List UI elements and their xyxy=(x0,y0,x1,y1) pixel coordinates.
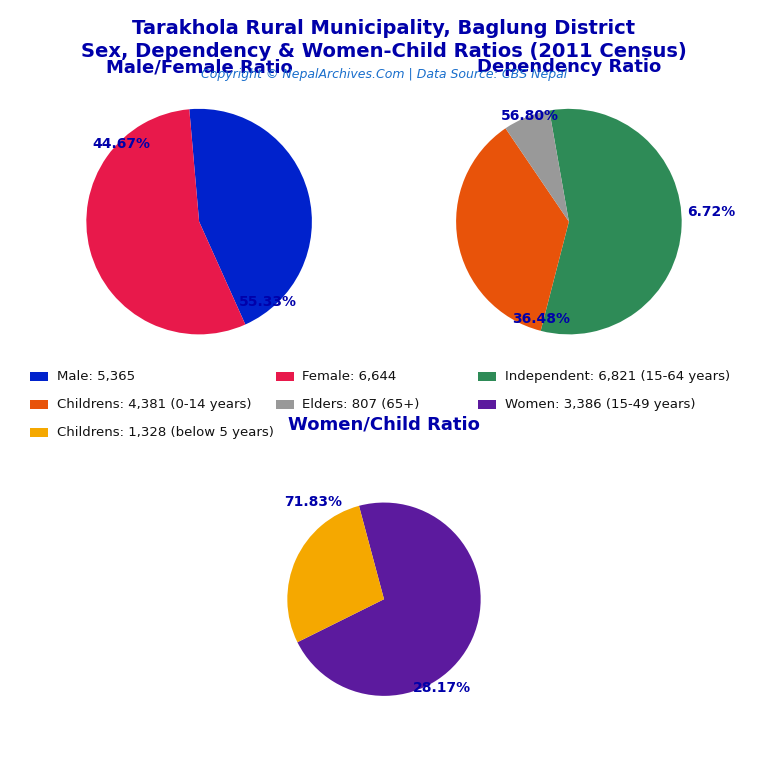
Text: Independent: 6,821 (15-64 years): Independent: 6,821 (15-64 years) xyxy=(505,369,730,382)
FancyBboxPatch shape xyxy=(276,399,294,409)
Text: 6.72%: 6.72% xyxy=(687,205,736,219)
Title: Male/Female Ratio: Male/Female Ratio xyxy=(106,58,293,76)
Text: 71.83%: 71.83% xyxy=(284,495,342,509)
Title: Women/Child Ratio: Women/Child Ratio xyxy=(288,415,480,434)
Text: Male: 5,365: Male: 5,365 xyxy=(57,369,135,382)
Wedge shape xyxy=(456,128,569,331)
Wedge shape xyxy=(505,111,569,222)
Wedge shape xyxy=(297,502,481,696)
Text: 44.67%: 44.67% xyxy=(92,137,150,151)
FancyBboxPatch shape xyxy=(30,399,48,409)
Text: Women: 3,386 (15-49 years): Women: 3,386 (15-49 years) xyxy=(505,398,695,411)
Text: 56.80%: 56.80% xyxy=(501,109,558,123)
Text: 28.17%: 28.17% xyxy=(413,681,471,695)
Text: Elders: 807 (65+): Elders: 807 (65+) xyxy=(303,398,420,411)
Text: Copyright © NepalArchives.Com | Data Source: CBS Nepal: Copyright © NepalArchives.Com | Data Sou… xyxy=(201,68,567,81)
FancyBboxPatch shape xyxy=(30,428,48,436)
Text: 55.33%: 55.33% xyxy=(239,295,296,310)
Text: Childrens: 1,328 (below 5 years): Childrens: 1,328 (below 5 years) xyxy=(57,425,274,439)
Text: 36.48%: 36.48% xyxy=(511,312,570,326)
Text: Female: 6,644: Female: 6,644 xyxy=(303,369,397,382)
Text: Childrens: 4,381 (0-14 years): Childrens: 4,381 (0-14 years) xyxy=(57,398,251,411)
Wedge shape xyxy=(541,109,682,334)
Wedge shape xyxy=(86,109,245,334)
FancyBboxPatch shape xyxy=(478,399,496,409)
Title: Dependency Ratio: Dependency Ratio xyxy=(477,58,661,76)
FancyBboxPatch shape xyxy=(276,372,294,381)
Text: Sex, Dependency & Women-Child Ratios (2011 Census): Sex, Dependency & Women-Child Ratios (20… xyxy=(81,42,687,61)
FancyBboxPatch shape xyxy=(30,372,48,381)
Wedge shape xyxy=(189,109,312,325)
Text: Tarakhola Rural Municipality, Baglung District: Tarakhola Rural Municipality, Baglung Di… xyxy=(132,19,636,38)
Wedge shape xyxy=(287,506,384,642)
FancyBboxPatch shape xyxy=(478,372,496,381)
